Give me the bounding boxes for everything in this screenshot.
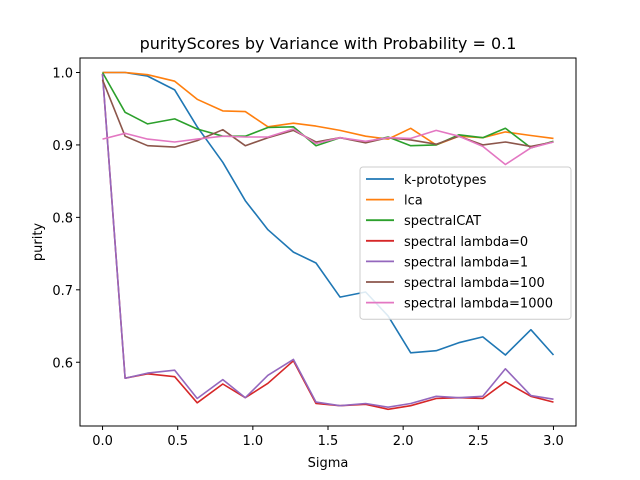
y-axis-label: purity (31, 223, 46, 262)
x-tick-label: 1.5 (318, 434, 339, 449)
x-axis-label: Sigma (308, 456, 349, 471)
legend-entry: spectral lambda=100 (404, 276, 545, 291)
series-line-3 (101, 72, 554, 149)
legend-box (359, 166, 572, 320)
legend: k-prototypes lca spectralCAT spectral lambd… (359, 166, 572, 320)
y-tick-label: 0.8 (52, 211, 73, 226)
legend-entry: spectralCAT (404, 214, 481, 229)
y-tick-label: 0.6 (52, 356, 73, 371)
y-tick-label: 1.0 (52, 66, 73, 81)
x-axis-ticks: 0.0 0.5 1.0 1.5 2.0 2.5 3.0 (92, 426, 564, 449)
y-tick-label: 0.7 (52, 284, 73, 299)
chart-title: purityScores by Variance with Probabilit… (140, 34, 517, 53)
series-line-1 (102, 71, 555, 356)
legend-entry: spectral lambda=1 (404, 255, 528, 270)
x-tick-label: 0.0 (92, 434, 113, 449)
y-tick-label: 0.9 (52, 139, 73, 154)
legend-entry: spectral lambda=0 (404, 235, 528, 250)
x-tick-label: 2.0 (393, 434, 414, 449)
legend-entry: spectral lambda=1000 (404, 297, 553, 312)
x-tick-label: 0.5 (167, 434, 188, 449)
series-line-7 (102, 128, 554, 166)
y-axis-ticks: 0.6 0.7 0.8 0.9 1.0 (52, 66, 80, 371)
x-tick-label: 2.5 (468, 434, 489, 449)
plot-lines (101, 71, 555, 411)
x-tick-label: 1.0 (243, 434, 264, 449)
legend-entry: k-prototypes (404, 173, 487, 188)
x-tick-label: 3.0 (543, 434, 564, 449)
series-line-5 (101, 73, 554, 409)
legend-entry: lca (404, 194, 423, 209)
